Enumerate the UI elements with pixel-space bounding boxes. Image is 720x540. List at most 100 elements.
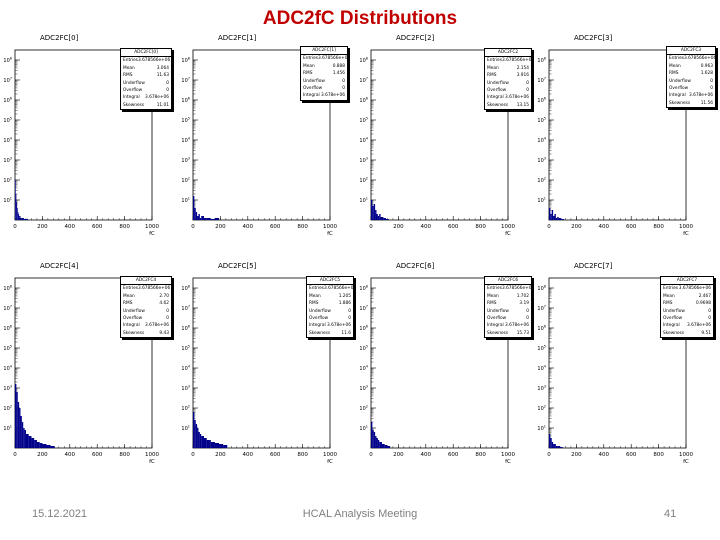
x-tick-label: 1000 (323, 452, 337, 458)
stats-value: 0 (342, 78, 345, 84)
x-tick-label: 600 (92, 224, 103, 230)
stats-label: Integral (123, 323, 140, 329)
stats-label: RMS (663, 301, 673, 307)
y-tick-label: 106 (359, 97, 368, 105)
stats-label: Mean (487, 293, 499, 299)
histogram-bar (20, 416, 22, 448)
y-tick-label: 104 (537, 365, 546, 373)
x-tick-label: 400 (599, 452, 610, 458)
stats-row-rms: RMS 3.916 (485, 72, 531, 79)
y-tick-label: 106 (3, 97, 12, 105)
plot-frame (548, 49, 687, 221)
stats-label: Underflow (123, 80, 145, 86)
y-tick-exponent: 4 (544, 137, 547, 141)
y-tick-exponent: 5 (366, 345, 368, 349)
stats-value: 0 (166, 80, 169, 86)
y-tick-exponent: 6 (366, 97, 368, 101)
stats-row-entries: Entries 3.678566e+06 (485, 57, 534, 64)
y-tick-exponent: 8 (10, 57, 12, 61)
x-tick-label: 0 (13, 452, 17, 458)
y-tick-exponent: 8 (544, 57, 546, 61)
stats-label: Entries (123, 286, 138, 292)
y-tick-label: 102 (3, 405, 12, 413)
stats-row-entries: Entries 3.678566e+06 (307, 285, 356, 292)
stats-value: 3.678566e+06 (683, 56, 717, 62)
stats-value: 1.456 (332, 71, 345, 77)
stats-label: Entries (669, 56, 684, 62)
stats-label: Overflow (487, 88, 507, 94)
stats-row-skewness: Skewness 11.56 (667, 100, 715, 107)
stats-row-rms: RMS 1.886 (307, 300, 353, 307)
stats-value: 0 (710, 86, 713, 92)
y-tick-label: 108 (181, 57, 190, 65)
y-tick-label: 107 (3, 305, 12, 313)
x-tick-label: 1000 (679, 224, 693, 230)
stats-row-overflow: Overflow 0 (307, 315, 353, 322)
y-tick-exponent: 2 (544, 177, 546, 181)
y-tick-exponent: 1 (544, 197, 546, 201)
x-tick-label: 800 (119, 224, 130, 230)
stats-row-integral: Integral 3.678e+06 (661, 322, 713, 329)
y-tick-exponent: 5 (188, 117, 190, 121)
x-tick-label: 400 (421, 452, 432, 458)
stats-row-underflow: Underflow 0 (307, 308, 353, 315)
y-tick-exponent: 8 (366, 285, 368, 289)
stats-row-mean: Mean 1.205 (307, 293, 353, 300)
stats-value: 3.678566e+06 (317, 56, 351, 62)
histogram-bar (553, 216, 555, 220)
y-tick-exponent: 1 (188, 197, 190, 201)
y-tick-label: 108 (359, 57, 368, 65)
histogram-bar (24, 430, 26, 448)
histogram-bar (203, 438, 207, 448)
x-tick-label: 1000 (323, 224, 337, 230)
histogram-panel: 0 200 400 600 800 1000 fC 101 102 103 104 105 106 107… (178, 34, 351, 237)
x-axis-label: fC (505, 459, 511, 465)
y-tick-exponent: 2 (366, 177, 368, 181)
stats-label: Overflow (123, 88, 143, 94)
y-tick-exponent: 4 (10, 365, 13, 369)
y-tick-exponent: 3 (544, 157, 546, 161)
histogram-bar (557, 446, 560, 448)
stats-label: Skewness (123, 330, 145, 336)
stats-row-overflow: Overflow 0 (121, 315, 171, 322)
histogram-bar (46, 445, 51, 448)
stats-value: 0 (166, 308, 169, 314)
histogram-bar (373, 204, 376, 220)
x-tick-label: 800 (653, 224, 664, 230)
stats-row-skewness: Skewness 15.73 (485, 330, 531, 337)
plot-frame (192, 277, 331, 449)
y-tick-label: 108 (537, 285, 546, 293)
stats-value: 3.678e+06 (688, 93, 713, 99)
stats-row-underflow: Underflow 0 (121, 308, 171, 315)
x-axis-label: fC (683, 231, 689, 237)
y-tick-label: 103 (359, 385, 368, 393)
stats-box-title: ADC2FC[1] (301, 47, 347, 56)
stats-row-underflow: Underflow 0 (667, 78, 715, 85)
y-tick-label: 107 (181, 77, 190, 85)
stats-label: RMS (123, 73, 133, 79)
histogram-bar (17, 208, 18, 220)
stats-box-title: ADC2FC5 (307, 277, 353, 286)
y-tick-exponent: 2 (188, 405, 190, 409)
histogram-bar (376, 214, 378, 220)
y-tick-label: 105 (359, 117, 368, 125)
stats-label: Underflow (309, 308, 331, 314)
histogram-bar (193, 412, 195, 448)
x-tick-label: 600 (92, 452, 103, 458)
slide-title: ADC2fC Distributions (262, 8, 458, 29)
stats-label: Skewness (663, 330, 685, 336)
stats-row-underflow: Underflow 0 (485, 80, 531, 87)
x-tick-label: 600 (270, 452, 281, 458)
y-tick-exponent: 1 (366, 425, 368, 429)
histogram-bar (197, 428, 199, 448)
stats-value: 3.678e+06 (320, 93, 345, 99)
stats-value: 3.678566e+06 (137, 58, 171, 64)
histogram-bar (219, 444, 224, 448)
y-tick-label: 106 (3, 325, 12, 333)
stats-value: 0 (710, 78, 713, 84)
y-tick-exponent: 5 (544, 345, 546, 349)
x-tick-label: 600 (626, 452, 637, 458)
stats-row-entries: Entries 3.678566e+06 (121, 57, 171, 64)
